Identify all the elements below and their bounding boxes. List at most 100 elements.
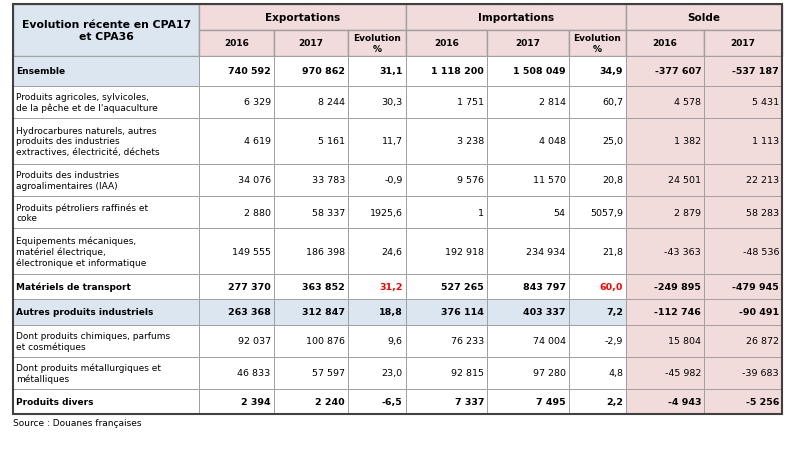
- Text: Source : Douanes françaises: Source : Douanes françaises: [13, 418, 142, 427]
- Text: 7 337: 7 337: [454, 397, 484, 406]
- Bar: [406, 229, 487, 274]
- Bar: [626, 197, 704, 229]
- Text: 2016: 2016: [653, 39, 678, 48]
- Text: 31,1: 31,1: [379, 67, 402, 76]
- Text: 527 265: 527 265: [441, 282, 484, 291]
- Bar: [406, 325, 487, 357]
- Text: -45 982: -45 982: [665, 368, 701, 377]
- Text: 30,3: 30,3: [381, 98, 402, 107]
- Text: 26 872: 26 872: [746, 336, 779, 345]
- Bar: [13, 325, 200, 357]
- Text: 6 329: 6 329: [244, 98, 271, 107]
- Bar: [704, 274, 782, 299]
- Text: 1 382: 1 382: [674, 137, 701, 146]
- Text: -39 683: -39 683: [742, 368, 779, 377]
- Text: 9,6: 9,6: [387, 336, 402, 345]
- Bar: [348, 274, 406, 299]
- Text: Dont produits chimiques, parfums
et cosmétiques: Dont produits chimiques, parfums et cosm…: [17, 331, 170, 351]
- Text: Produits agricoles, sylvicoles,
de la pêche et de l'aquaculture: Produits agricoles, sylvicoles, de la pê…: [17, 93, 158, 113]
- Bar: [348, 325, 406, 357]
- Bar: [348, 389, 406, 414]
- Text: 740 592: 740 592: [228, 67, 271, 76]
- Text: 3 238: 3 238: [457, 137, 484, 146]
- Text: 363 852: 363 852: [302, 282, 345, 291]
- Text: 46 833: 46 833: [237, 368, 271, 377]
- Text: 1 118 200: 1 118 200: [432, 67, 484, 76]
- Text: 2,2: 2,2: [606, 397, 623, 406]
- Text: Produits divers: Produits divers: [17, 397, 94, 406]
- Text: Matériels de transport: Matériels de transport: [17, 282, 131, 292]
- Text: 1: 1: [478, 208, 484, 217]
- Bar: [569, 119, 626, 165]
- Bar: [704, 197, 782, 229]
- Text: 76 233: 76 233: [451, 336, 484, 345]
- Text: -112 746: -112 746: [654, 308, 701, 317]
- Bar: [704, 31, 782, 57]
- Bar: [13, 274, 200, 299]
- Bar: [13, 87, 200, 119]
- Bar: [487, 31, 569, 57]
- Text: 2 814: 2 814: [539, 98, 566, 107]
- Text: 11,7: 11,7: [382, 137, 402, 146]
- Text: -537 187: -537 187: [732, 67, 779, 76]
- Text: 1 508 049: 1 508 049: [513, 67, 566, 76]
- Text: 2 880: 2 880: [244, 208, 271, 217]
- Text: 1925,6: 1925,6: [369, 208, 402, 217]
- Bar: [569, 165, 626, 197]
- Text: -249 895: -249 895: [654, 282, 701, 291]
- Text: 58 337: 58 337: [312, 208, 345, 217]
- Text: -90 491: -90 491: [739, 308, 779, 317]
- Bar: [487, 325, 569, 357]
- Bar: [274, 31, 348, 57]
- Bar: [348, 357, 406, 389]
- Bar: [406, 197, 487, 229]
- Bar: [274, 229, 348, 274]
- Bar: [274, 389, 348, 414]
- Text: Evolution
%: Evolution %: [574, 34, 622, 54]
- Bar: [348, 57, 406, 87]
- Bar: [704, 389, 782, 414]
- Text: 60,7: 60,7: [602, 98, 623, 107]
- Text: Autres produits industriels: Autres produits industriels: [17, 308, 154, 317]
- Bar: [200, 274, 274, 299]
- Text: -6,5: -6,5: [382, 397, 402, 406]
- Bar: [274, 57, 348, 87]
- Bar: [406, 31, 487, 57]
- Bar: [626, 87, 704, 119]
- Text: 2 394: 2 394: [241, 397, 271, 406]
- Bar: [406, 57, 487, 87]
- Bar: [200, 5, 406, 31]
- Bar: [487, 165, 569, 197]
- Bar: [626, 165, 704, 197]
- Text: 34,9: 34,9: [600, 67, 623, 76]
- Text: 24 501: 24 501: [668, 176, 701, 185]
- Text: 5057,9: 5057,9: [590, 208, 623, 217]
- Text: 23,0: 23,0: [381, 368, 402, 377]
- Bar: [487, 119, 569, 165]
- Text: 9 576: 9 576: [457, 176, 484, 185]
- Text: 100 876: 100 876: [306, 336, 345, 345]
- Bar: [569, 31, 626, 57]
- Text: -48 536: -48 536: [742, 247, 779, 256]
- Bar: [704, 57, 782, 87]
- Text: 15 804: 15 804: [668, 336, 701, 345]
- Bar: [704, 229, 782, 274]
- Bar: [200, 87, 274, 119]
- Bar: [274, 87, 348, 119]
- Bar: [626, 299, 704, 325]
- Bar: [569, 274, 626, 299]
- Text: 1 113: 1 113: [752, 137, 779, 146]
- Bar: [200, 57, 274, 87]
- Bar: [348, 119, 406, 165]
- Bar: [704, 119, 782, 165]
- Text: -4 943: -4 943: [667, 397, 701, 406]
- Bar: [406, 299, 487, 325]
- Bar: [200, 299, 274, 325]
- Bar: [13, 197, 200, 229]
- Bar: [13, 57, 200, 87]
- Bar: [200, 197, 274, 229]
- Bar: [626, 274, 704, 299]
- Bar: [13, 299, 200, 325]
- Bar: [200, 357, 274, 389]
- Bar: [704, 325, 782, 357]
